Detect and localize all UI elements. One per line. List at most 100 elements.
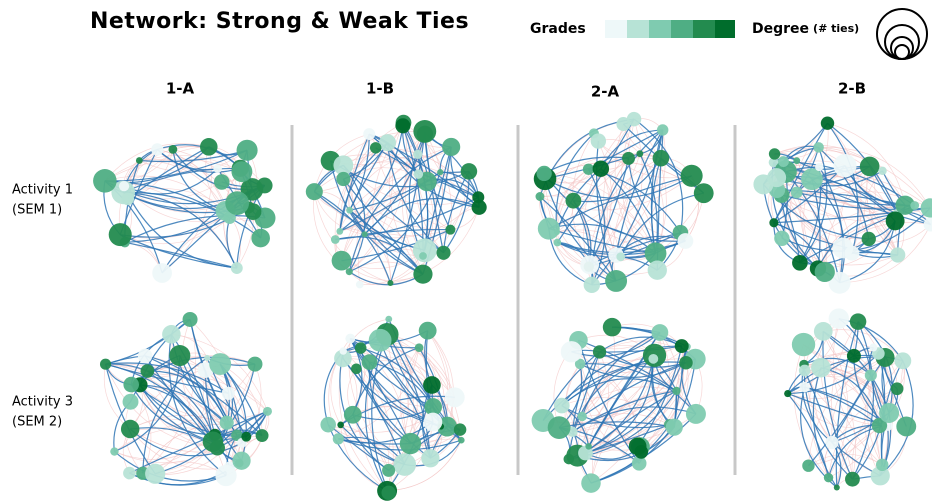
weak-tie <box>573 119 635 202</box>
node <box>204 354 211 361</box>
weak-tie <box>407 347 431 459</box>
strong-tie <box>348 146 452 272</box>
strong-tie <box>355 368 431 459</box>
strong-tie <box>835 321 859 488</box>
grade-swatch <box>693 20 715 38</box>
node <box>554 397 570 414</box>
node <box>413 264 433 284</box>
strong-tie <box>803 364 853 480</box>
node <box>424 398 443 416</box>
node <box>256 177 273 194</box>
grade-swatch <box>649 20 671 38</box>
node <box>423 412 443 432</box>
node <box>845 471 860 487</box>
strong-tie <box>637 345 683 447</box>
node <box>197 362 214 378</box>
weak-tie <box>147 370 237 436</box>
node <box>537 217 560 240</box>
node <box>244 203 262 220</box>
node <box>363 128 376 141</box>
node <box>351 363 362 375</box>
node <box>385 315 393 323</box>
weak-tie <box>341 171 469 261</box>
node <box>182 311 198 327</box>
network <box>305 114 487 289</box>
node <box>894 352 912 370</box>
strong-tie <box>139 149 248 163</box>
node <box>767 168 787 188</box>
weak-tie <box>781 238 898 266</box>
node <box>622 151 635 165</box>
strong-tie <box>600 168 657 254</box>
weak-tie <box>589 133 612 265</box>
row-label: (SEM 2) <box>12 415 62 430</box>
grade-swatch <box>605 20 627 38</box>
node <box>910 201 920 210</box>
strong-tie <box>342 178 424 275</box>
weak-tie <box>839 224 931 284</box>
row-label: Activity 1 <box>12 183 73 198</box>
node <box>832 237 854 259</box>
node <box>378 134 397 152</box>
node <box>471 199 487 215</box>
strong-tie <box>339 133 370 232</box>
weak-tie <box>130 418 216 436</box>
weak-tie <box>561 397 670 425</box>
node <box>231 429 243 441</box>
network <box>99 311 272 487</box>
weak-tie <box>585 351 609 454</box>
strong-tie <box>539 196 617 282</box>
degree-label: Degree (# ties) <box>752 21 859 37</box>
strong-tie <box>442 171 470 253</box>
node <box>631 456 647 471</box>
weak-tie <box>104 155 243 182</box>
node <box>209 353 232 376</box>
weak-tie <box>572 355 655 433</box>
degree-circle <box>884 24 920 60</box>
node <box>387 280 394 287</box>
node <box>920 198 932 218</box>
weak-tie <box>341 146 452 261</box>
node <box>563 453 575 465</box>
node <box>343 405 362 424</box>
strong-tie <box>123 168 219 195</box>
weak-tie <box>328 397 456 433</box>
node <box>792 254 808 271</box>
weak-tie <box>123 187 261 239</box>
network <box>533 111 714 294</box>
node <box>861 231 876 247</box>
weak-tie <box>342 355 456 398</box>
node <box>636 150 644 158</box>
node <box>122 393 139 410</box>
node <box>399 432 422 455</box>
node <box>582 163 595 175</box>
node <box>811 357 831 378</box>
node <box>859 156 880 177</box>
degree-unit: (# ties) <box>813 22 859 35</box>
weak-tie <box>615 129 666 256</box>
weak-tie <box>120 217 230 244</box>
node <box>777 156 789 168</box>
grades-label: Grades <box>530 21 586 37</box>
strong-tie <box>799 147 828 264</box>
node <box>923 217 932 232</box>
strong-tie <box>104 149 248 182</box>
node <box>672 386 681 396</box>
strong-tie <box>329 160 424 275</box>
node <box>875 458 889 472</box>
degree-circle <box>890 36 914 60</box>
node <box>444 387 465 408</box>
strong-tie <box>443 171 470 254</box>
node <box>247 356 263 372</box>
node <box>828 308 850 329</box>
node <box>169 345 191 367</box>
weak-tie <box>827 122 906 206</box>
strong-tie <box>599 336 682 353</box>
node <box>413 119 437 143</box>
weak-tie <box>589 123 632 266</box>
node <box>815 162 824 172</box>
node <box>255 429 269 442</box>
networks <box>93 111 932 501</box>
node <box>674 339 689 354</box>
